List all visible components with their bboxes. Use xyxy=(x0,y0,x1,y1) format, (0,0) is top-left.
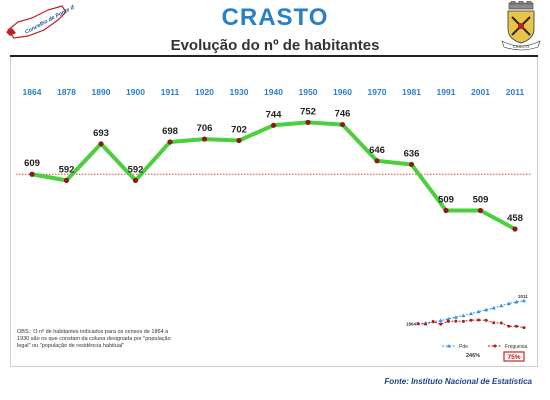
data-point xyxy=(408,161,415,168)
crest-label: CRASTO xyxy=(513,44,530,49)
data-label: 509 xyxy=(473,194,489,205)
mini-data-point xyxy=(522,298,526,303)
data-label: 752 xyxy=(300,106,316,117)
mini-data-point xyxy=(431,319,435,323)
mini-data-point xyxy=(484,307,489,312)
x-tick-label: 1940 xyxy=(264,87,283,97)
x-tick-label: 1900 xyxy=(126,87,145,97)
mini-data-point xyxy=(492,321,496,325)
chart-frame xyxy=(10,57,538,367)
mini-data-point xyxy=(461,313,466,318)
mini-data-point xyxy=(453,315,458,319)
mini-data-point xyxy=(477,318,481,322)
data-point xyxy=(132,177,139,183)
mini-data-point xyxy=(469,318,473,322)
mini-data-point xyxy=(514,299,519,304)
data-point xyxy=(512,226,518,232)
legend-swatch-marker xyxy=(447,344,451,348)
x-tick-label: 2011 xyxy=(506,87,525,97)
mini-data-point xyxy=(522,326,526,330)
crest-icon: CRASTO xyxy=(501,1,541,51)
x-tick-label: 2001 xyxy=(471,87,490,97)
source-note: Fonte: Instituto Nacional de Estatística xyxy=(384,377,532,386)
mini-data-point xyxy=(416,322,420,326)
x-tick-label: 1950 xyxy=(299,87,318,97)
mini-data-point xyxy=(438,318,443,323)
data-point xyxy=(305,119,311,125)
data-point xyxy=(63,177,70,183)
data-label: 702 xyxy=(231,125,247,136)
legend-item: Pde xyxy=(459,344,468,350)
x-tick-label: 1970 xyxy=(368,87,387,97)
pde-end-value: 246% xyxy=(466,353,480,359)
data-label: 698 xyxy=(162,126,178,137)
data-point xyxy=(201,136,208,142)
x-tick-label: 1911 xyxy=(161,87,180,97)
data-label: 693 xyxy=(93,128,109,139)
data-label: 592 xyxy=(128,164,144,175)
data-label: 746 xyxy=(335,109,351,120)
concelho-logo: Concelho de Ponte da Barca xyxy=(6,0,74,39)
x-tick-label: 1960 xyxy=(333,87,352,97)
mini-data-point xyxy=(499,321,503,325)
mini-data-point xyxy=(446,316,451,321)
data-label: 458 xyxy=(507,213,523,224)
x-tick-label: 1930 xyxy=(230,87,249,97)
data-label: 706 xyxy=(197,123,213,134)
data-point xyxy=(339,121,346,128)
x-tick-label: 1878 xyxy=(57,87,76,97)
data-label: 646 xyxy=(369,145,385,156)
data-point xyxy=(167,139,173,145)
mini-data-point xyxy=(476,309,481,314)
data-label: 592 xyxy=(59,164,75,175)
mini-series-line xyxy=(417,319,525,329)
legend-swatch-marker xyxy=(493,344,497,348)
mini-data-point xyxy=(439,322,443,326)
data-point xyxy=(236,137,242,144)
data-point xyxy=(98,141,104,147)
mini-data-point xyxy=(484,318,488,322)
x-tick-label: 1920 xyxy=(195,87,214,97)
mini-data-point xyxy=(461,319,465,323)
data-point xyxy=(29,171,35,177)
freguesia-end-value: 75% xyxy=(507,354,520,361)
mini-data-point xyxy=(454,319,458,323)
data-label: 744 xyxy=(266,109,283,120)
data-point xyxy=(374,158,380,164)
observation-note: OBS.: O nº de habitantes indicados para … xyxy=(17,329,171,349)
x-tick-label: 1890 xyxy=(92,87,111,97)
mini-data-point xyxy=(424,322,428,326)
data-point xyxy=(270,122,277,128)
x-tick-label: 1864 xyxy=(23,87,42,97)
chart-subtitle: Evolução do nº de habitantes xyxy=(170,37,380,54)
data-label: 609 xyxy=(24,158,40,169)
header-rule xyxy=(10,55,538,57)
mini-start-label: 1864 xyxy=(406,322,417,327)
data-point xyxy=(477,207,484,214)
mini-data-point xyxy=(506,301,511,306)
mini-data-point xyxy=(514,324,518,328)
x-tick-label: 1991 xyxy=(437,87,456,97)
mini-data-point xyxy=(507,324,511,328)
mini-data-point xyxy=(446,319,450,323)
freguesia-value-box xyxy=(503,351,525,362)
mini-end-label: 2011 xyxy=(518,294,528,299)
data-label: 636 xyxy=(404,148,420,159)
x-tick-label: 1981 xyxy=(402,87,421,97)
mini-data-point xyxy=(469,311,473,316)
data-point xyxy=(443,207,449,214)
mini-data-point xyxy=(499,303,504,308)
legend-item: Freguesia xyxy=(505,344,527,350)
mini-data-point xyxy=(491,305,496,310)
relative-evolution-chart: 1864 2011 Pde Freguesia 246% 75% xyxy=(406,294,528,362)
data-label: 509 xyxy=(438,194,454,205)
page-title: CRASTO xyxy=(221,4,329,31)
